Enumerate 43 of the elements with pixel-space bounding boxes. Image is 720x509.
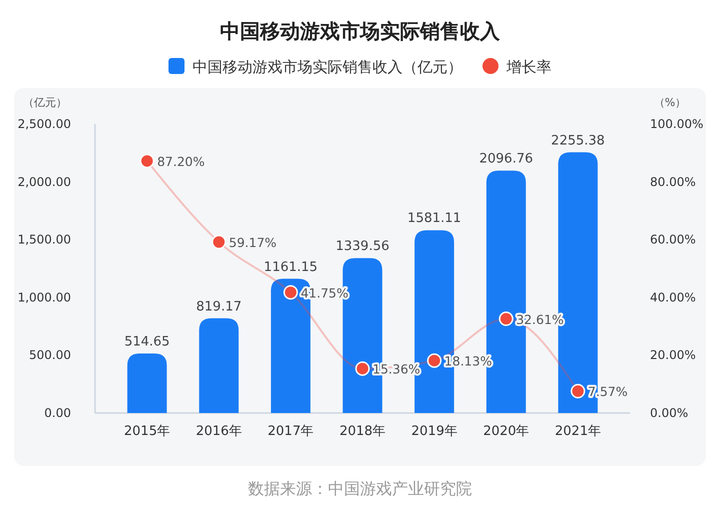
y2-tick-label: 40.00% [650,290,696,304]
point [498,312,514,326]
data-label: 2096.76 [479,152,534,167]
data-label: 1339.56 [336,239,390,254]
chart-title: 中国移动游戏市场实际销售收入 [220,19,501,43]
bar [199,318,239,413]
y-axis-title: （亿元） [23,96,67,109]
x-tick-label: 2021年 [554,424,601,439]
point [140,154,154,168]
y2-tick-label: 80.00% [650,174,696,189]
y-tick-label: 500.00 [29,348,71,362]
y2-tick-label: 100.00% [650,117,704,131]
point [355,361,370,376]
x-tick-label: 2018年 [339,424,386,439]
y-tick-label: 2,500.00 [18,117,71,131]
data-label: 59.17% [228,235,277,250]
y2-tick-label: 20.00% [650,348,696,362]
data-label: 1161.15 [264,260,318,275]
x-tick-label: 2019年 [411,424,458,439]
data-label: 2255.38 [551,133,605,148]
y-tick-label: 0.00 [44,406,71,420]
y2-axis-title: （%） [654,96,686,109]
point [570,384,586,398]
point [427,353,442,368]
y-tick-label: 1,000.00 [18,290,71,304]
legend-label: 增长率 [506,58,552,76]
point [212,234,226,250]
point [283,285,298,300]
y2-tick-label: 60.00% [650,232,696,247]
data-label: 1581.11 [407,211,462,226]
x-tick-label: 2015年 [124,424,170,439]
x-tick-label: 2017年 [268,424,314,439]
y-tick-label: 2,000.00 [18,174,71,189]
source-note: 数据来源：中国游戏产业研究院 [248,479,472,498]
bar [127,354,167,413]
y2-tick-label: 0.00% [650,406,688,420]
legend-label: 中国移动游戏市场实际销售收入（亿元） [192,58,462,76]
x-tick-label: 2016年 [196,424,242,439]
data-label: 514.65 [124,334,170,350]
data-label: 819.17 [196,299,242,314]
y-tick-label: 1,500.00 [18,232,71,247]
data-label: 87.20% [157,154,205,169]
x-tick-label: 2020年 [483,424,530,439]
